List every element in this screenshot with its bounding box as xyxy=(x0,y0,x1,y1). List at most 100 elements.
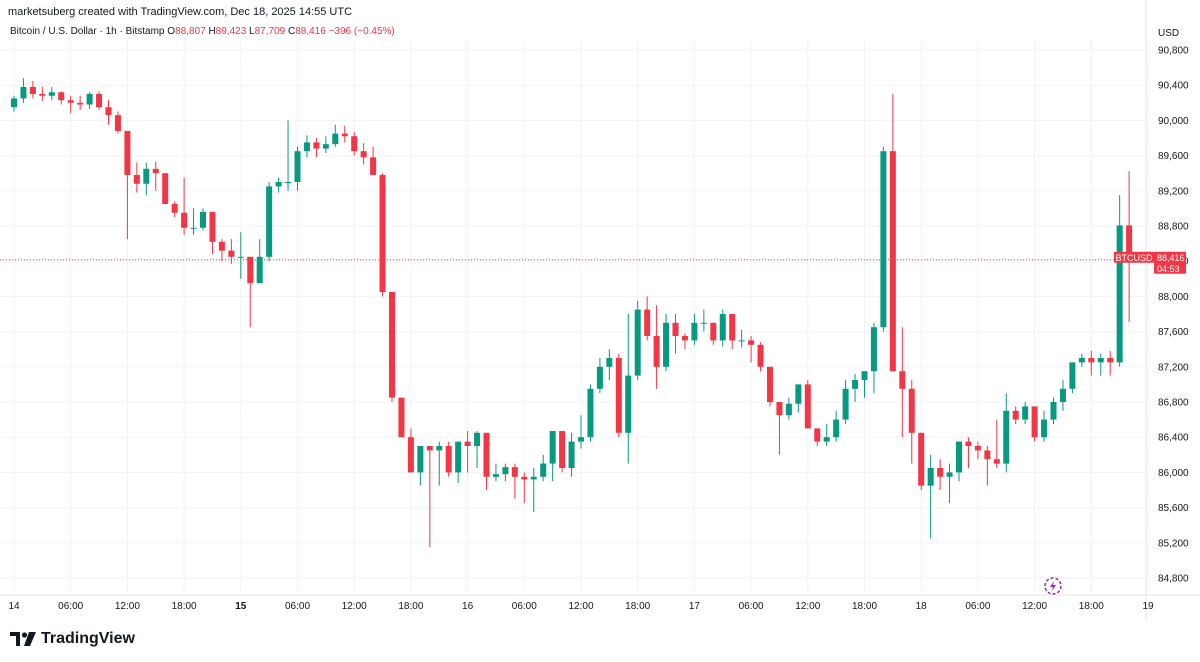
time-axis[interactable]: 14 06:00 12:00 18:00 15 06:00 12:00 18:00 16 06:0… xyxy=(8,601,1154,612)
candle xyxy=(918,432,925,490)
candle xyxy=(96,91,103,110)
candle xyxy=(700,309,707,332)
candle-body xyxy=(455,441,462,473)
candle-body xyxy=(681,336,688,341)
candle xyxy=(644,296,651,341)
candle-body xyxy=(190,227,197,229)
price-axis[interactable]: USD 84,800 85,200 85,600 86,000 86,400 86,800… xyxy=(1158,28,1189,585)
candle xyxy=(105,100,112,125)
x-tick-label: 12:00 xyxy=(795,601,820,612)
candle-body xyxy=(237,256,244,258)
candle xyxy=(946,463,953,504)
candle xyxy=(1041,410,1048,442)
candle xyxy=(407,428,414,473)
candle xyxy=(455,441,462,483)
candle xyxy=(237,232,244,279)
candle xyxy=(804,380,811,429)
candle-body xyxy=(908,388,915,433)
candle-body xyxy=(171,204,178,213)
candle xyxy=(937,459,944,490)
candle xyxy=(795,384,802,413)
candle xyxy=(767,366,773,407)
candle-body xyxy=(114,115,121,131)
x-tick-label: 16 xyxy=(462,601,474,612)
candle xyxy=(511,463,518,499)
candle-body xyxy=(804,384,811,429)
candle-body xyxy=(1116,225,1123,363)
candle-body xyxy=(502,467,509,475)
x-tick-label: 18:00 xyxy=(172,601,197,612)
change-value: −396 (−0.45%) xyxy=(328,26,395,37)
candle-body xyxy=(880,151,887,328)
candle-body xyxy=(578,437,584,442)
candle xyxy=(785,397,792,420)
candle-body xyxy=(407,437,414,473)
x-tick-label: 18:00 xyxy=(625,601,650,612)
y-tick-label: 89,600 xyxy=(1158,151,1189,162)
symbol-name[interactable]: Bitcoin / U.S. Dollar · 1h · Bitstamp xyxy=(10,26,165,37)
candle xyxy=(1097,353,1104,376)
candle-body xyxy=(181,212,188,228)
candle-body xyxy=(691,322,698,341)
x-tick-label: 06:00 xyxy=(58,601,83,612)
candle-body xyxy=(445,446,452,473)
x-tick-label: 06:00 xyxy=(285,601,310,612)
candle-body xyxy=(1107,358,1114,363)
candle-body xyxy=(823,437,830,442)
candle-body xyxy=(1059,388,1066,402)
candle xyxy=(653,305,660,389)
y-tick-label: 90,400 xyxy=(1158,81,1189,92)
y-tick-label: 86,000 xyxy=(1158,468,1189,479)
x-tick-label: 06:00 xyxy=(512,601,537,612)
candle xyxy=(927,454,934,539)
candle xyxy=(322,136,329,153)
candle xyxy=(436,441,443,486)
candle-body xyxy=(370,157,377,175)
candle-body xyxy=(417,446,424,473)
y-tick-label: 88,800 xyxy=(1158,222,1189,233)
candle-body xyxy=(77,102,84,105)
x-tick-label: 12:00 xyxy=(115,601,140,612)
candle-body xyxy=(96,94,103,108)
candle-body xyxy=(351,136,358,152)
candle-body xyxy=(209,211,216,242)
candle-body xyxy=(653,336,660,367)
candle-body xyxy=(39,94,46,96)
symbol-legend[interactable]: Bitcoin / U.S. Dollar · 1h · Bitstamp O8… xyxy=(10,26,395,37)
candle-body xyxy=(795,384,802,404)
candle-body xyxy=(814,428,821,442)
candle xyxy=(710,322,717,345)
x-tick-label: 12:00 xyxy=(342,601,367,612)
x-tick-label: 06:00 xyxy=(739,601,764,612)
candle xyxy=(530,468,537,512)
price-tag: BTCUSD 88,416 04:53 xyxy=(1114,251,1186,274)
candle-body xyxy=(833,419,840,438)
candle xyxy=(48,86,55,101)
candle xyxy=(209,211,216,255)
candle xyxy=(351,131,358,156)
replay-icon[interactable] xyxy=(1044,577,1062,595)
candle xyxy=(852,373,859,402)
candle-body xyxy=(379,174,386,292)
candle xyxy=(124,130,131,240)
candle xyxy=(681,333,688,350)
candle xyxy=(152,161,159,191)
chart-attribution: marketsuberg created with TradingView.co… xyxy=(8,6,353,18)
candle-body xyxy=(927,468,934,486)
x-tick-label: 19 xyxy=(1142,601,1154,612)
candle xyxy=(625,314,632,464)
candle-body xyxy=(540,463,547,477)
x-tick-label: 12:00 xyxy=(1022,601,1047,612)
tradingview-logo[interactable]: TradingView xyxy=(10,630,135,648)
candle-body xyxy=(360,151,367,158)
candle xyxy=(114,111,121,134)
candle-body xyxy=(842,388,849,420)
candle xyxy=(398,397,405,438)
candle-body xyxy=(776,402,783,416)
candle xyxy=(464,431,471,473)
candle-body xyxy=(483,432,490,477)
candle xyxy=(370,146,377,175)
candle xyxy=(417,446,424,486)
candle-body xyxy=(48,92,55,96)
